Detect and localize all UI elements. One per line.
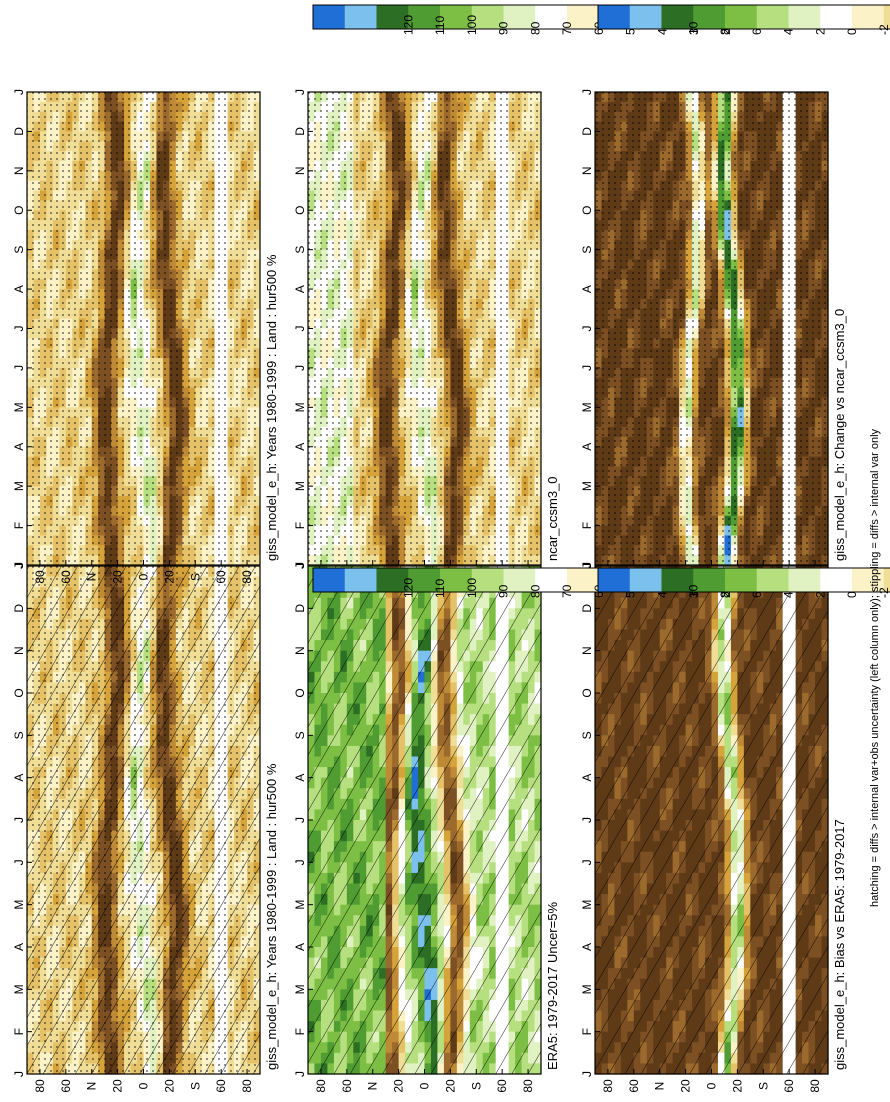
month-tick-label: J [12,365,26,371]
month-tick-label: D [12,604,26,613]
month-tick-label: M [12,481,26,491]
month-tick-label: J [12,1071,26,1077]
lat-tick-label: 0 [137,573,151,580]
month-tick-label: A [12,943,26,951]
month-tick-label: N [12,646,26,655]
month-tick-label: S [12,246,26,254]
lat-tick-label: 20 [162,1079,176,1093]
month-tick-label: J [12,562,26,568]
lat-tick-label: S [188,1082,202,1090]
panel-1-title: giss_model_e_h: Years 1980-1999 : Land :… [264,763,279,1070]
lat-tick-label: 60 [214,1079,228,1093]
lat-tick-label: 80 [33,1079,47,1093]
month-tick-label: J [12,89,26,95]
panel-2-stippling [27,92,260,565]
month-tick-label: F [12,1028,26,1035]
month-tick-label: J [12,859,26,865]
month-tick-label: M [12,900,26,910]
month-tick-label: A [12,774,26,782]
lat-tick-label: 60 [59,570,73,584]
lat-tick-label: 60 [214,570,228,584]
lat-tick-label: 0 [137,1082,151,1089]
month-tick-label: A [12,443,26,451]
lat-tick-label: 20 [111,570,125,584]
lat-tick-label: N [85,1082,99,1091]
month-tick-label: J [12,817,26,823]
month-tick-label: N [12,166,26,175]
lat-tick-label: 80 [33,570,47,584]
panel-2: 80 60 N 20 0 20 S 60 80 J F M A M J J A S O N D Jgiss_model_e… [12,89,279,584]
panel-2-title: giss_model_e_h: Years 1980-1999 : Land :… [264,254,279,561]
lat-tick-label: 80 [240,570,254,584]
lat-tick-label: S [188,573,202,581]
panels-layer: 80 60 N 20 0 20 S 60 80 J F M A M J J A S O N D Jgiss_model_e… [12,89,847,1093]
month-tick-label: O [12,206,26,215]
month-tick-label: J [12,563,26,569]
lat-tick-label: 20 [111,1079,125,1093]
month-tick-label: S [12,731,26,739]
panel-1-stippling [27,566,260,1074]
lat-tick-label: 20 [162,570,176,584]
month-tick-label: F [12,522,26,529]
month-tick-label: D [12,127,26,136]
month-tick-label: M [12,984,26,994]
lat-tick-label: 80 [240,1079,254,1093]
month-tick-label: A [12,285,26,293]
month-tick-label: O [12,688,26,697]
month-tick-label: M [12,402,26,412]
lat-tick-label: 60 [59,1079,73,1093]
panel-1: 80 60 N 20 0 20 S 60 80 J F M A M J J A S O N D Jgiss_model_e… [12,563,279,1093]
month-tick-label: J [12,326,26,332]
lat-tick-label: N [85,573,99,582]
